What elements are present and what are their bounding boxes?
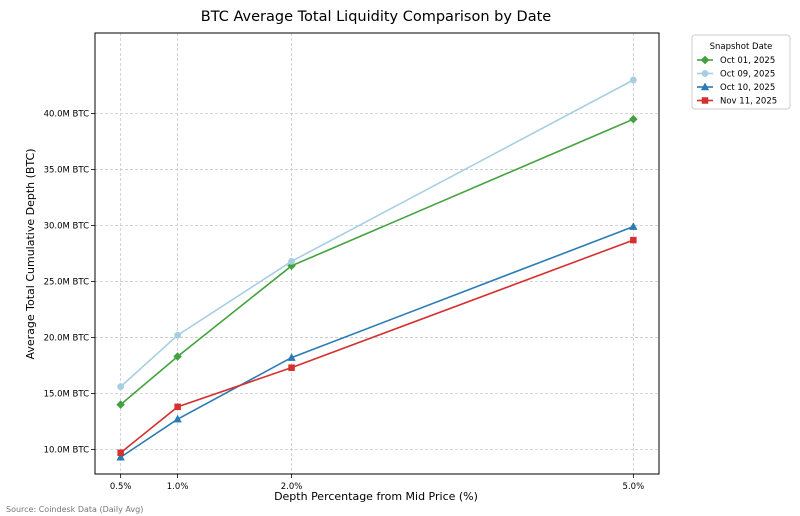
legend-item: Oct 10, 2025 <box>697 82 775 93</box>
source-note: Source: Coindesk Data (Daily Avg) <box>6 505 144 514</box>
data-point <box>173 414 182 423</box>
y-tick-label: 10.0M BTC <box>44 445 89 455</box>
data-point <box>630 236 637 244</box>
series <box>117 76 637 391</box>
series <box>116 114 638 409</box>
legend-title: Snapshot Date <box>710 42 773 52</box>
x-axis-ticks: 0.5% 1.0% 2.0% 5.0% <box>110 474 644 492</box>
legend-box <box>691 34 791 110</box>
y-tick-label: 15.0M BTC <box>44 389 89 399</box>
y-tick-label: 25.0M BTC <box>44 277 89 287</box>
y-axis-ticks: 10.0M BTC 15.0M BTC 20.0M BTC 25.0M BTC 30.0… <box>44 110 95 455</box>
y-axis-label: Average Total Cumulative Depth (BTC) <box>24 148 37 359</box>
series-line <box>120 225 634 458</box>
data-point <box>629 114 638 124</box>
series-line <box>120 239 634 454</box>
data-point <box>173 352 182 361</box>
legend-label: Nov 11, 2025 <box>720 97 777 107</box>
legend-label: Oct 10, 2025 <box>720 83 775 93</box>
x-tick-label: 0.5% <box>110 482 132 492</box>
data-point <box>287 353 296 361</box>
y-tick-label: 30.0M BTC <box>44 222 89 232</box>
x-axis-label: Depth Percentage from Mid Price (%) <box>274 490 478 503</box>
grid-lines <box>95 33 659 474</box>
legend-item: Oct 01, 2025 <box>697 55 775 66</box>
x-tick-label: 1.0% <box>167 482 189 492</box>
legend-label: Oct 01, 2025 <box>720 56 775 66</box>
series-line <box>120 79 634 388</box>
legend-item: Nov 11, 2025 <box>697 97 777 107</box>
plot-frame <box>94 32 660 475</box>
x-tick-label: 2.0% <box>281 482 303 492</box>
series-layer <box>116 76 638 461</box>
legend: Snapshot Date Oct 01, 2025 Oct 09, 2025 Oc… <box>691 34 791 110</box>
data-point <box>117 383 125 391</box>
y-tick-label: 35.0M BTC <box>44 166 89 176</box>
series-line <box>120 118 634 406</box>
legend-label: Oct 09, 2025 <box>720 70 775 80</box>
data-point <box>174 331 182 339</box>
y-tick-label: 40.0M BTC <box>44 110 89 120</box>
x-tick-label: 5.0% <box>623 482 645 492</box>
legend-swatch-marker <box>700 82 710 91</box>
data-point <box>629 222 638 230</box>
y-tick-label: 20.0M BTC <box>44 333 89 343</box>
legend-swatch-marker <box>701 97 709 104</box>
data-point <box>288 257 295 265</box>
legend-swatch-marker <box>701 70 709 77</box>
series <box>116 222 638 461</box>
chart-title: BTC Average Total Liquidity Comparison b… <box>201 9 552 25</box>
data-point <box>117 449 124 456</box>
legend-swatch-marker <box>700 55 710 65</box>
data-point <box>116 400 125 409</box>
data-point <box>288 364 295 371</box>
legend-item: Oct 09, 2025 <box>697 70 775 80</box>
data-point <box>629 76 637 84</box>
data-point <box>174 403 181 411</box>
series <box>117 236 637 456</box>
data-point <box>116 452 125 461</box>
